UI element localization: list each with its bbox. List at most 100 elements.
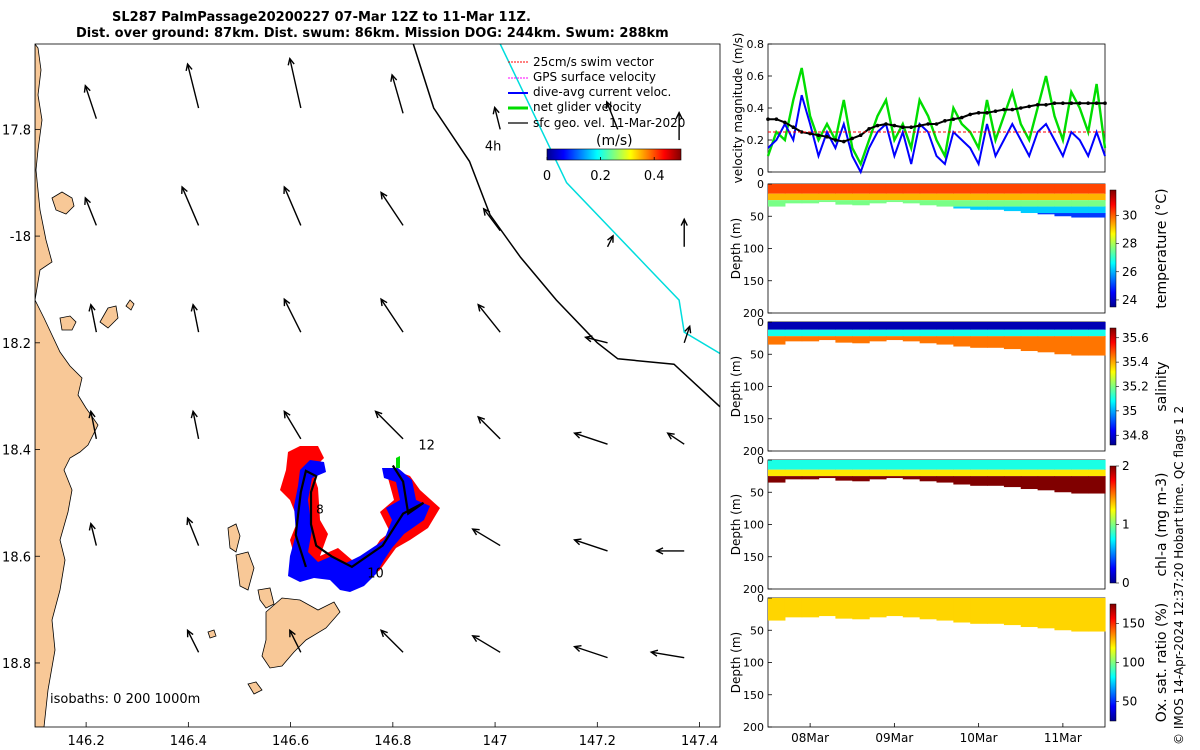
chla-section-cell-6-0	[869, 460, 887, 470]
velocity-sfc-point-22	[951, 117, 956, 121]
chla-section-cell-14-1	[1003, 469, 1022, 477]
chla-section-cell-6-1	[869, 469, 887, 477]
salinity-section-cell-5-1	[852, 329, 870, 337]
velocity-sfc-point-5	[808, 131, 812, 136]
temperature-section-cell-11-3	[953, 206, 971, 209]
temperature-section-cell-10-1	[936, 193, 954, 201]
temperature-section-cell-12-1	[970, 193, 988, 201]
chla-section-cb-tick-label-0: 0	[1122, 576, 1130, 590]
map-x-tick-label-3: 146.8	[374, 734, 411, 749]
oxygen-section-cell-0-0	[768, 598, 786, 621]
temperature-section-cell-9-1	[919, 193, 938, 201]
current-vector-head-6	[675, 110, 683, 120]
temperature-section-y-tick-label-4: 200	[743, 307, 764, 320]
temperature-section-cell-0-1	[768, 193, 786, 201]
isobath-line-0	[412, 44, 720, 408]
velocity-sfc-point-31	[1027, 104, 1031, 109]
current-vector-9	[283, 186, 302, 226]
salinity-section-cell-17-0	[1054, 322, 1072, 330]
salinity-section-cell-3-2	[818, 336, 836, 341]
salinity-section-cell-19-2	[1088, 336, 1106, 356]
temperature-section-cell-19-0	[1088, 184, 1106, 194]
chart-title-line1: SL287 PalmPassage20200227 07-Mar 12Z to …	[112, 10, 531, 25]
temperature-section-cell-14-1	[1003, 193, 1022, 201]
current-vector-head-36	[471, 634, 480, 643]
temperature-section-cell-17-1	[1054, 193, 1072, 201]
velocity-sfc-point-13	[875, 123, 880, 128]
chla-section-cell-3-0	[818, 460, 836, 470]
chart-title-line2: Dist. over ground: 87km. Dist. swum: 86k…	[76, 26, 669, 41]
salinity-section-cell-9-1	[919, 329, 938, 337]
temperature-section-cell-3-2	[818, 200, 836, 203]
salinity-section-cell-9-0	[919, 322, 938, 330]
temperature-section-cell-7-2	[885, 200, 904, 203]
salinity-section-cell-8-0	[902, 322, 921, 330]
chla-section-cell-7-1	[885, 469, 904, 477]
chla-section-cell-19-2	[1088, 476, 1106, 494]
chla-section-cell-7-0	[885, 460, 904, 470]
oxygen-section-cell-14-0	[1003, 598, 1022, 626]
current-vector-1	[186, 63, 200, 109]
oxygen-section-cell-10-0	[936, 598, 954, 621]
islands	[51, 191, 341, 695]
oxygen-section-cell-1-0	[784, 598, 803, 618]
current-vector-head-20	[684, 324, 692, 334]
time-tick-label-0: 08Mar	[791, 731, 829, 745]
temperature-section-cell-12-2	[970, 200, 988, 207]
current-vector-21	[90, 411, 98, 439]
salinity-section-cell-16-1	[1037, 329, 1056, 337]
salinity-section-cell-15-2	[1020, 336, 1039, 352]
oxygen-section-y-tick-label-0: 0	[757, 592, 764, 605]
velocity-sfc-point-19	[926, 122, 930, 126]
current-vector-11	[483, 208, 501, 232]
oxygen-section-cell-8-0	[902, 598, 921, 618]
current-vector-head-2	[287, 56, 295, 66]
salinity-section-cell-10-1	[936, 329, 954, 337]
current-vector-3	[391, 74, 404, 114]
velocity-sfc-point-28	[1002, 107, 1006, 112]
salinity-section-cell-2-0	[801, 322, 820, 330]
velocity-sfc-point-39	[1094, 101, 1099, 105]
velocity-sfc-point-0	[766, 117, 770, 121]
legend-label-sfc: sfc geo. vel. 11-Mar-2020	[533, 116, 685, 130]
velocity-series-0	[766, 67, 1107, 168]
map-cb-tick-label-2: 0.4	[644, 169, 665, 184]
chla-section-cell-3-1	[818, 469, 836, 477]
salinity-section-cell-14-2	[1003, 336, 1022, 350]
temperature-section-y-tick-label-0: 0	[757, 178, 764, 191]
salinity-section-cell-1-0	[784, 322, 803, 330]
velocity-sfc-point-34	[1052, 101, 1057, 105]
velocity-sfc-point-11	[858, 133, 863, 137]
chla-section-y-tick-label-1: 50	[750, 486, 764, 499]
salinity-section-cell-18-1	[1071, 329, 1089, 337]
temperature-section-cell-6-0	[869, 184, 887, 194]
temperature-section-cell-6-2	[869, 200, 887, 204]
chla-section-cell-8-2	[902, 476, 921, 480]
island-7	[257, 587, 275, 609]
island-1	[51, 191, 75, 215]
velocity-sfc-point-16	[901, 125, 905, 129]
island-6	[235, 551, 255, 591]
oxygen-section-colorbar-label: Ox. sat. ratio (%)	[1154, 603, 1170, 722]
mainland-coast	[35, 44, 99, 727]
velocity-sfc-point-35	[1061, 101, 1065, 105]
temperature-section-cell-12-3	[970, 206, 988, 210]
oxygen-section-cell-15-0	[1020, 598, 1039, 628]
current-vector-4	[494, 107, 501, 130]
chla-section-cell-13-2	[987, 476, 1005, 486]
current-vector-head-12	[607, 234, 614, 243]
annotation-4h: 4h	[485, 140, 502, 155]
temperature-section-cell-18-0	[1071, 184, 1089, 194]
glider-track	[294, 464, 425, 569]
current-vector-10	[380, 192, 404, 226]
oxygen-section-cell-17-0	[1054, 598, 1072, 631]
island-9	[207, 629, 217, 639]
chla-section-cell-17-1	[1054, 469, 1072, 477]
chla-section-cell-2-0	[801, 460, 820, 470]
velocity-sfc-point-23	[959, 115, 964, 120]
salinity-section-cell-18-0	[1071, 322, 1089, 330]
temperature-section-cell-11-2	[953, 200, 971, 207]
current-vector-head-27	[666, 432, 675, 440]
temperature-section-cell-2-2	[801, 200, 820, 204]
oxygen-section-y-tick-label-1: 50	[750, 624, 764, 637]
